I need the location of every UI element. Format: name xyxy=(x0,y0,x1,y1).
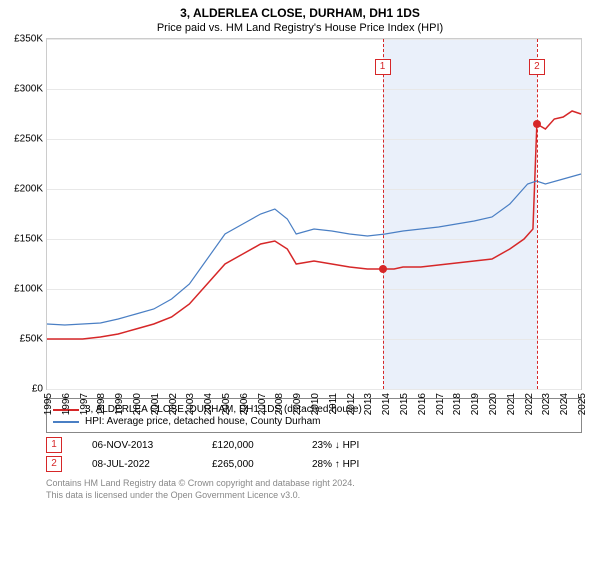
x-axis-label: 1997 xyxy=(79,393,90,415)
x-axis-label: 2016 xyxy=(417,393,428,415)
x-axis-label: 2024 xyxy=(559,393,570,415)
y-axis-label: £300K xyxy=(14,84,43,95)
y-axis-label: £100K xyxy=(14,284,43,295)
x-axis-label: 2004 xyxy=(203,393,214,415)
sales-row-date: 08-JUL-2022 xyxy=(92,459,182,470)
y-axis-label: £0 xyxy=(32,384,43,395)
chart-area: £0£50K£100K£150K£200K£250K£300K£350K1995… xyxy=(46,38,582,390)
sales-row-badge: 2 xyxy=(46,456,62,472)
sale-marker-line xyxy=(537,39,538,389)
x-axis-label: 2012 xyxy=(346,393,357,415)
x-axis-label: 2009 xyxy=(292,393,303,415)
legend-swatch xyxy=(53,421,79,423)
series-line xyxy=(47,111,581,339)
x-axis-label: 1999 xyxy=(114,393,125,415)
footer-attribution: Contains HM Land Registry data © Crown c… xyxy=(46,478,582,501)
x-axis-label: 2001 xyxy=(150,393,161,415)
x-axis-label: 2007 xyxy=(257,393,268,415)
legend-row: HPI: Average price, detached house, Coun… xyxy=(53,416,575,427)
x-axis-label: 1998 xyxy=(96,393,107,415)
sale-marker-badge: 1 xyxy=(375,59,391,75)
x-axis-label: 2025 xyxy=(577,393,588,415)
x-axis-label: 2021 xyxy=(506,393,517,415)
y-axis-label: £250K xyxy=(14,134,43,145)
footer-line-1: Contains HM Land Registry data © Crown c… xyxy=(46,478,582,490)
y-axis-label: £150K xyxy=(14,234,43,245)
x-axis-label: 2008 xyxy=(274,393,285,415)
sale-point-dot xyxy=(533,120,541,128)
chart-title: 3, ALDERLEA CLOSE, DURHAM, DH1 1DS xyxy=(0,6,600,20)
x-axis-label: 2000 xyxy=(132,393,143,415)
x-axis-label: 2020 xyxy=(488,393,499,415)
x-axis-label: 2005 xyxy=(221,393,232,415)
sales-row-badge: 1 xyxy=(46,437,62,453)
x-axis-label: 2023 xyxy=(541,393,552,415)
x-axis-label: 2013 xyxy=(363,393,374,415)
x-axis-label: 2017 xyxy=(435,393,446,415)
sales-row-price: £120,000 xyxy=(212,440,282,451)
sales-row: 1 06-NOV-2013 £120,000 23% ↓ HPI xyxy=(46,437,582,453)
x-axis-label: 2022 xyxy=(524,393,535,415)
series-svg xyxy=(47,39,581,389)
sales-row: 2 08-JUL-2022 £265,000 28% ↑ HPI xyxy=(46,456,582,472)
x-axis-label: 2019 xyxy=(470,393,481,415)
series-line xyxy=(47,174,581,325)
legend-label: HPI: Average price, detached house, Coun… xyxy=(85,416,321,427)
sale-point-dot xyxy=(379,265,387,273)
x-axis-label: 2015 xyxy=(399,393,410,415)
y-axis-label: £200K xyxy=(14,184,43,195)
sales-row-date: 06-NOV-2013 xyxy=(92,440,182,451)
x-axis-label: 2002 xyxy=(168,393,179,415)
chart-subtitle: Price paid vs. HM Land Registry's House … xyxy=(0,22,600,34)
sales-row-diff: 28% ↑ HPI xyxy=(312,459,402,470)
gridline xyxy=(47,389,581,390)
x-axis-label: 2011 xyxy=(328,393,339,415)
sale-marker-badge: 2 xyxy=(529,59,545,75)
x-axis-label: 1995 xyxy=(43,393,54,415)
x-axis-label: 2003 xyxy=(185,393,196,415)
x-axis-label: 2018 xyxy=(452,393,463,415)
x-axis-label: 1996 xyxy=(61,393,72,415)
y-axis-label: £50K xyxy=(20,334,43,345)
sale-marker-line xyxy=(383,39,384,389)
sales-table: 1 06-NOV-2013 £120,000 23% ↓ HPI 2 08-JUL-202… xyxy=(46,437,582,472)
x-axis-label: 2014 xyxy=(381,393,392,415)
sales-row-diff: 23% ↓ HPI xyxy=(312,440,402,451)
x-axis-label: 2006 xyxy=(239,393,250,415)
y-axis-label: £350K xyxy=(14,34,43,45)
footer-line-2: This data is licensed under the Open Gov… xyxy=(46,490,582,502)
x-axis-label: 2010 xyxy=(310,393,321,415)
sales-row-price: £265,000 xyxy=(212,459,282,470)
